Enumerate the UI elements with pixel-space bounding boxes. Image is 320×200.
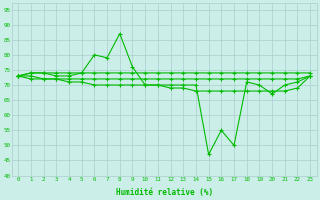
X-axis label: Humidité relative (%): Humidité relative (%): [116, 188, 213, 197]
